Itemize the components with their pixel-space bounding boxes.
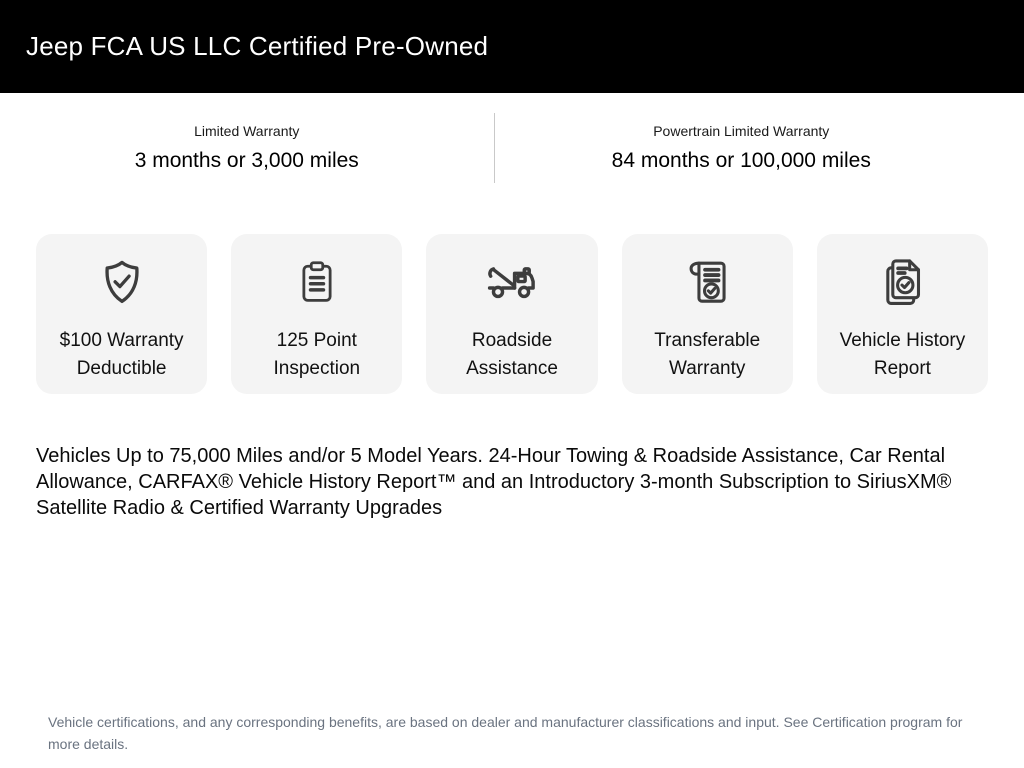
benefit-card-label: Vehicle History Report xyxy=(839,330,966,379)
powertrain-warranty-value: 84 months or 100,000 miles xyxy=(611,149,871,172)
benefit-card-transferable: Transferable Warranty xyxy=(621,234,793,394)
benefit-card-label: $100 Warranty Deductible xyxy=(59,330,184,379)
benefit-card-inspection: 125 Point Inspection xyxy=(231,234,403,394)
receipt-check-icon xyxy=(684,255,730,309)
certification-disclaimer: Vehicle certifications, and any correspo… xyxy=(48,714,963,752)
warranty-summary: Limited Warranty 3 months or 3,000 miles… xyxy=(0,113,1024,183)
benefit-card-roadside: Roadside Assistance xyxy=(426,234,598,394)
benefit-card-warranty-deductible: $100 Warranty Deductible xyxy=(36,234,208,394)
tow-truck-icon xyxy=(484,255,540,309)
benefit-cards: $100 Warranty Deductible 125 Point Inspe… xyxy=(36,234,989,394)
benefit-card-label: 125 Point Inspection xyxy=(273,330,361,379)
benefit-card-label: Transferable Warranty xyxy=(654,330,761,379)
program-description: Vehicles Up to 75,000 Miles and/or 5 Mod… xyxy=(36,445,952,519)
limited-warranty-value: 3 months or 3,000 miles xyxy=(134,149,359,172)
header-bar: Jeep FCA US LLC Certified Pre-Owned xyxy=(0,0,1024,93)
page-title: Jeep FCA US LLC Certified Pre-Owned xyxy=(26,31,489,61)
benefit-card-history: Vehicle History Report xyxy=(816,234,989,394)
documents-check-icon xyxy=(879,255,925,309)
limited-warranty-label: Limited Warranty xyxy=(194,123,300,139)
limited-warranty-block: Limited Warranty 3 months or 3,000 miles xyxy=(0,123,494,173)
powertrain-warranty-label: Powertrain Limited Warranty xyxy=(653,123,830,139)
vertical-divider xyxy=(493,113,495,183)
clipboard-checklist-icon xyxy=(296,255,338,309)
shield-check-icon xyxy=(97,255,147,309)
benefit-card-label: Roadside Assistance xyxy=(466,330,558,379)
powertrain-warranty-block: Powertrain Limited Warranty 84 months or… xyxy=(495,123,989,173)
